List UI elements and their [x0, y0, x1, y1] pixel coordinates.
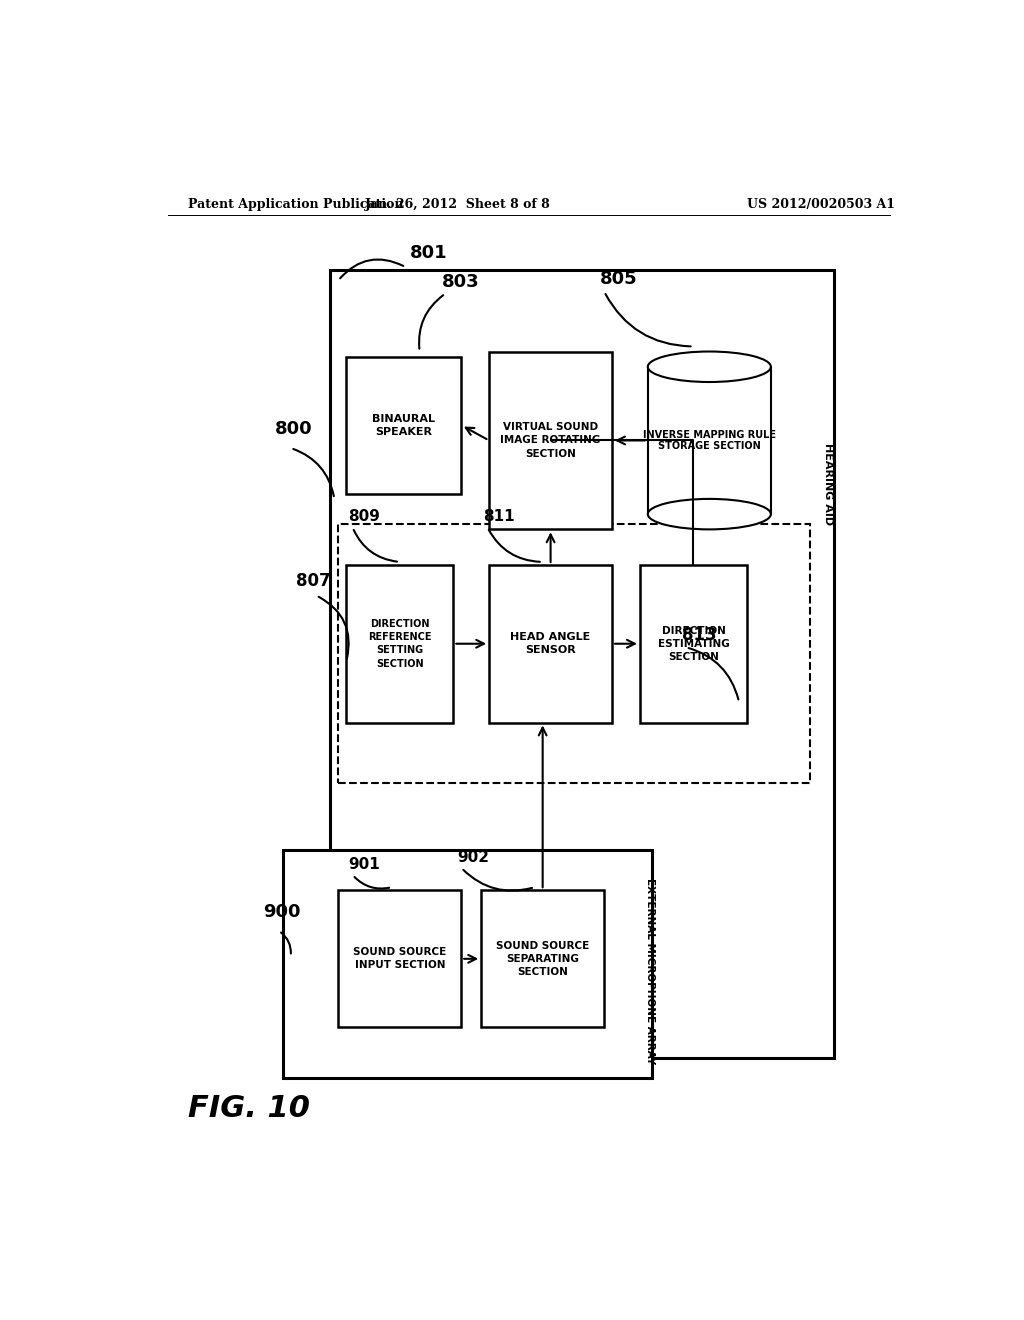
- Text: 901: 901: [348, 857, 380, 873]
- Text: SOUND SOURCE
SEPARATING
SECTION: SOUND SOURCE SEPARATING SECTION: [496, 941, 589, 977]
- Text: 805: 805: [600, 271, 638, 289]
- Text: US 2012/0020503 A1: US 2012/0020503 A1: [748, 198, 895, 211]
- Text: 813: 813: [682, 626, 717, 644]
- Bar: [489, 351, 612, 529]
- Text: EXTERNAL MICROPHONE ARRAY: EXTERNAL MICROPHONE ARRAY: [645, 878, 655, 1065]
- Text: HEAD ANGLE
SENSOR: HEAD ANGLE SENSOR: [511, 632, 591, 655]
- Text: Patent Application Publication: Patent Application Publication: [187, 198, 403, 211]
- Text: 902: 902: [458, 850, 489, 865]
- Text: 801: 801: [410, 244, 447, 263]
- Ellipse shape: [648, 499, 771, 529]
- Text: 800: 800: [274, 420, 312, 438]
- Text: 803: 803: [441, 272, 479, 290]
- Bar: [648, 367, 771, 515]
- Text: INVERSE MAPPING RULE
STORAGE SECTION: INVERSE MAPPING RULE STORAGE SECTION: [643, 429, 776, 451]
- Text: SOUND SOURCE
INPUT SECTION: SOUND SOURCE INPUT SECTION: [353, 948, 446, 970]
- Bar: [481, 890, 604, 1027]
- Text: Jan. 26, 2012  Sheet 8 of 8: Jan. 26, 2012 Sheet 8 of 8: [365, 198, 550, 211]
- Bar: [640, 565, 748, 722]
- Text: VIRTUAL SOUND
IMAGE ROTATING
SECTION: VIRTUAL SOUND IMAGE ROTATING SECTION: [501, 422, 601, 458]
- Text: 809: 809: [348, 510, 381, 524]
- Bar: [338, 524, 811, 784]
- Bar: [338, 890, 462, 1027]
- Bar: [283, 850, 652, 1078]
- Bar: [331, 271, 835, 1057]
- Text: DIRECTION
REFERENCE
SETTING
SECTION: DIRECTION REFERENCE SETTING SECTION: [368, 619, 431, 668]
- Bar: [346, 356, 461, 494]
- Bar: [489, 565, 612, 722]
- Text: FIG. 10: FIG. 10: [187, 1094, 309, 1123]
- Text: 811: 811: [483, 510, 515, 524]
- Text: BINAURAL
SPEAKER: BINAURAL SPEAKER: [373, 413, 435, 437]
- Text: 807: 807: [296, 573, 331, 590]
- Text: 900: 900: [263, 903, 300, 921]
- Text: DIRECTION
ESTIMATING
SECTION: DIRECTION ESTIMATING SECTION: [657, 626, 729, 661]
- Text: HEARING AID: HEARING AID: [823, 442, 833, 525]
- Bar: [346, 565, 454, 722]
- Ellipse shape: [648, 351, 771, 381]
